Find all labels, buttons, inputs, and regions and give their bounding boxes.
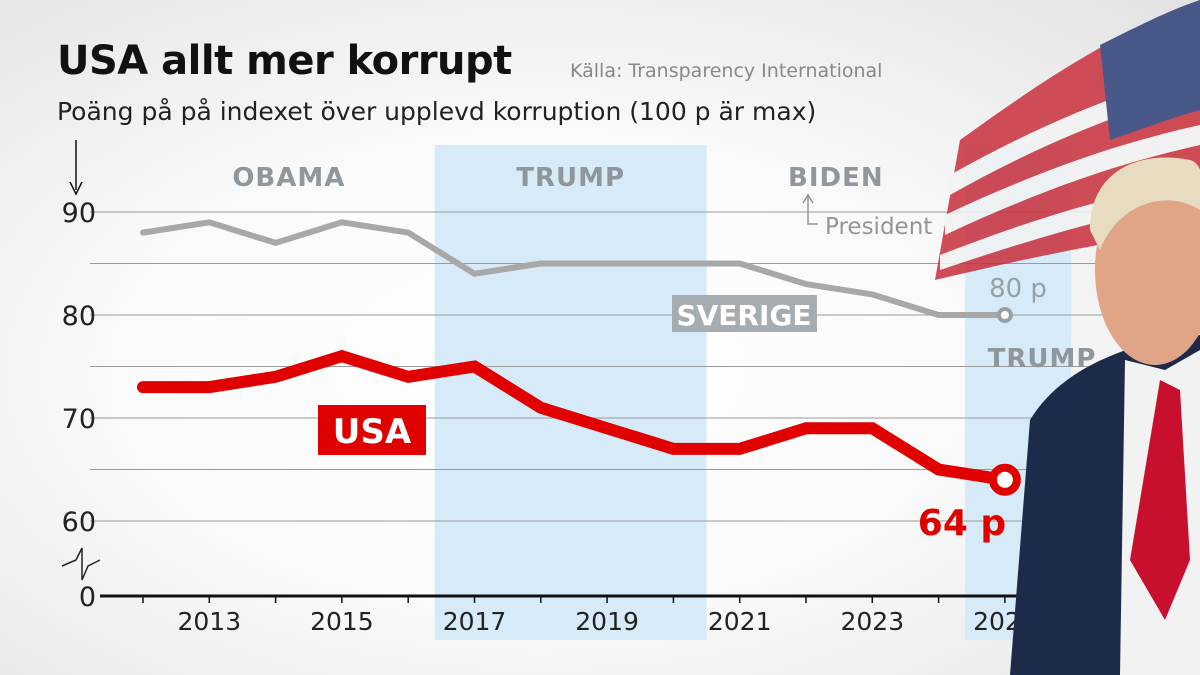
trump-term-band — [434, 145, 707, 640]
chart-subtitle: Poäng på på indexet över upplevd korrupt… — [57, 97, 817, 126]
axis-break-icon — [61, 547, 101, 581]
trump-portrait — [1010, 157, 1200, 675]
president-annotation: President — [825, 214, 932, 240]
sverige-label: SVERIGE — [676, 299, 811, 332]
sverige-end-value: 80 p — [989, 274, 1047, 304]
usa-end-value: 64 p — [918, 503, 1006, 544]
x-tick-label: 2023 — [840, 607, 904, 636]
x-tick-label: 2015 — [310, 607, 374, 636]
series-line-sverige — [140, 219, 1008, 318]
x-tick-label: 2019 — [575, 607, 639, 636]
y-tick-label: 0 — [79, 582, 96, 613]
y-tick-label: 60 — [62, 507, 96, 538]
end-marker — [988, 463, 1021, 496]
usa-label-box — [318, 405, 426, 455]
chart-title: USA allt mer korrupt — [57, 38, 512, 84]
x-tick-label: 2017 — [443, 607, 507, 636]
y-tick-label: 90 — [62, 198, 96, 229]
period-label: TRUMP — [988, 344, 1097, 374]
arrow-down-icon — [69, 140, 83, 196]
period-label: BIDEN — [788, 163, 884, 193]
x-tick-label: 2013 — [177, 607, 241, 636]
series-line-usa — [137, 349, 1011, 486]
y-tick-label: 80 — [62, 301, 96, 332]
period-label: TRUMP — [516, 163, 625, 193]
y-tick-label: 70 — [62, 404, 96, 435]
source-label: Källa: Transparency International — [570, 60, 883, 82]
sverige-label-box — [672, 295, 817, 332]
end-marker — [996, 307, 1013, 323]
x-tick-label: 2021 — [708, 607, 772, 636]
usa-label: USA — [333, 412, 412, 452]
arrow-up-icon — [802, 193, 818, 225]
period-label: OBAMA — [232, 163, 345, 193]
